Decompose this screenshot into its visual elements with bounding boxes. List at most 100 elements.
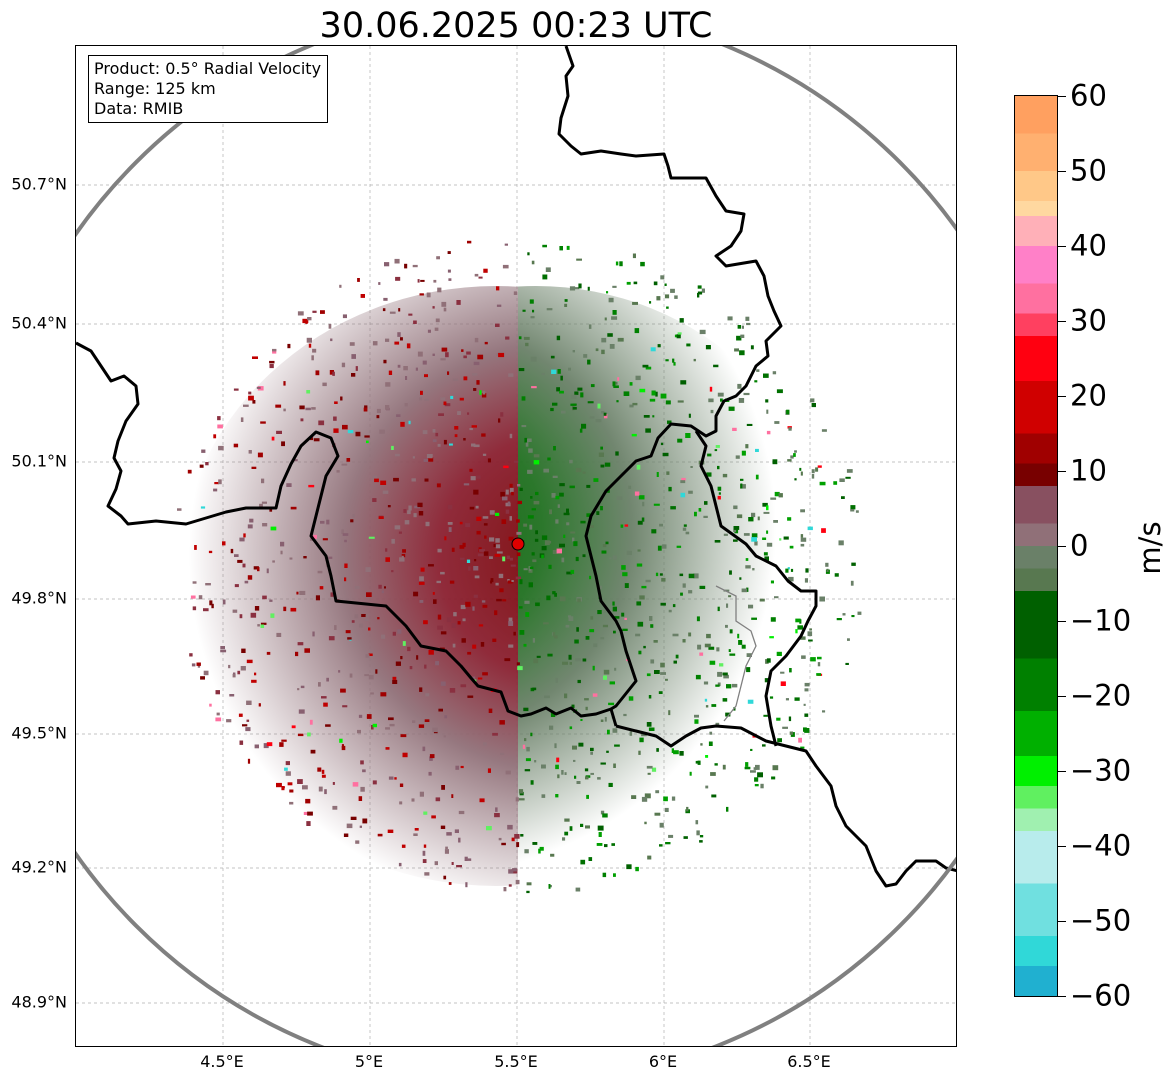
velocity-pixel [682, 583, 686, 588]
velocity-pixel [654, 812, 661, 816]
velocity-pixel [443, 735, 446, 738]
velocity-pixel [544, 695, 550, 699]
velocity-pixel [556, 387, 560, 392]
velocity-pixel [478, 276, 483, 279]
velocity-pixel [762, 502, 768, 507]
velocity-pixel [248, 391, 252, 395]
velocity-pixel [530, 496, 533, 499]
velocity-pixel [248, 450, 252, 454]
velocity-pixel [600, 446, 603, 450]
lon-tick-label: 6°E [648, 1052, 678, 1071]
velocity-pixel [603, 669, 610, 675]
velocity-pixel [355, 431, 361, 437]
velocity-pixel [755, 448, 759, 452]
colorbar-tick-label: −10 [1070, 603, 1132, 638]
velocity-pixel [573, 541, 578, 547]
velocity-pixel [518, 798, 525, 801]
velocity-pixel [527, 515, 534, 519]
velocity-pixel [581, 423, 587, 429]
velocity-pixel [297, 311, 304, 316]
velocity-pixel [680, 592, 683, 596]
velocity-pixel [580, 859, 586, 865]
velocity-pixel [548, 884, 551, 889]
velocity-pixel [447, 504, 453, 510]
velocity-pixel [297, 779, 303, 784]
velocity-pixel [287, 782, 293, 786]
velocity-pixel [451, 862, 454, 865]
velocity-pixel [674, 295, 678, 299]
velocity-pixel [620, 524, 624, 528]
velocity-pixel [731, 683, 738, 688]
velocity-pixel [244, 580, 249, 584]
velocity-pixel [291, 725, 296, 729]
velocity-pixel [340, 396, 343, 401]
velocity-pixel [460, 684, 467, 688]
velocity-pixel [572, 406, 577, 410]
velocity-pixel [559, 390, 564, 394]
velocity-pixel [657, 344, 661, 348]
velocity-pixel [522, 744, 526, 749]
velocity-pixel [218, 479, 222, 485]
velocity-pixel [850, 580, 854, 586]
velocity-pixel [270, 526, 277, 531]
velocity-pixel [307, 811, 313, 816]
velocity-pixel [360, 294, 365, 298]
velocity-pixel [342, 533, 349, 536]
velocity-pixel [208, 550, 213, 554]
velocity-pixel [397, 364, 401, 368]
velocity-pixel [746, 587, 749, 592]
velocity-pixel [399, 783, 404, 787]
velocity-pixel [530, 732, 533, 737]
velocity-pixel [509, 516, 512, 521]
velocity-pixel [438, 708, 443, 712]
velocity-pixel [717, 495, 721, 500]
velocity-pixel [808, 639, 813, 642]
velocity-pixel [626, 864, 632, 870]
velocity-pixel [384, 586, 386, 589]
velocity-pixel [639, 595, 645, 600]
velocity-pixel [523, 568, 528, 571]
velocity-pixel [319, 586, 324, 590]
velocity-pixel [648, 727, 655, 731]
velocity-pixel [315, 595, 320, 601]
velocity-pixel [709, 386, 713, 392]
velocity-pixel [271, 436, 275, 441]
velocity-pixel [592, 665, 595, 671]
velocity-pixel [456, 865, 462, 868]
velocity-pixel [308, 343, 312, 348]
velocity-pixel [262, 523, 268, 527]
velocity-pixel [592, 693, 598, 697]
velocity-pixel [311, 407, 316, 410]
velocity-pixel [187, 469, 192, 474]
velocity-pixel [437, 614, 442, 620]
velocity-pixel [496, 551, 503, 554]
velocity-pixel [532, 842, 538, 845]
velocity-pixel [569, 662, 572, 665]
velocity-pixel [191, 663, 196, 667]
velocity-pixel [529, 524, 533, 530]
velocity-pixel [728, 649, 731, 652]
colorbar-tick-mark [1058, 96, 1066, 97]
velocity-pixel [754, 380, 758, 383]
velocity-pixel [667, 420, 672, 424]
velocity-pixel [604, 717, 607, 722]
velocity-pixel [489, 537, 495, 542]
velocity-pixel [666, 471, 670, 475]
velocity-pixel [600, 637, 605, 640]
velocity-pixel [422, 360, 427, 365]
velocity-pixel [525, 758, 531, 762]
velocity-pixel [804, 682, 810, 687]
velocity-pixel [504, 658, 511, 662]
radar-site-marker [511, 537, 525, 551]
velocity-pixel [636, 563, 643, 567]
velocity-pixel [776, 389, 783, 394]
velocity-pixel [509, 487, 514, 493]
colorbar-segment [1015, 336, 1057, 382]
colorbar-segment [1015, 96, 1057, 135]
velocity-pixel [381, 634, 386, 639]
velocity-pixel [634, 328, 640, 334]
velocity-pixel [457, 411, 461, 415]
velocity-pixel [519, 579, 523, 585]
velocity-pixel [816, 673, 821, 676]
velocity-pixel [357, 278, 360, 282]
